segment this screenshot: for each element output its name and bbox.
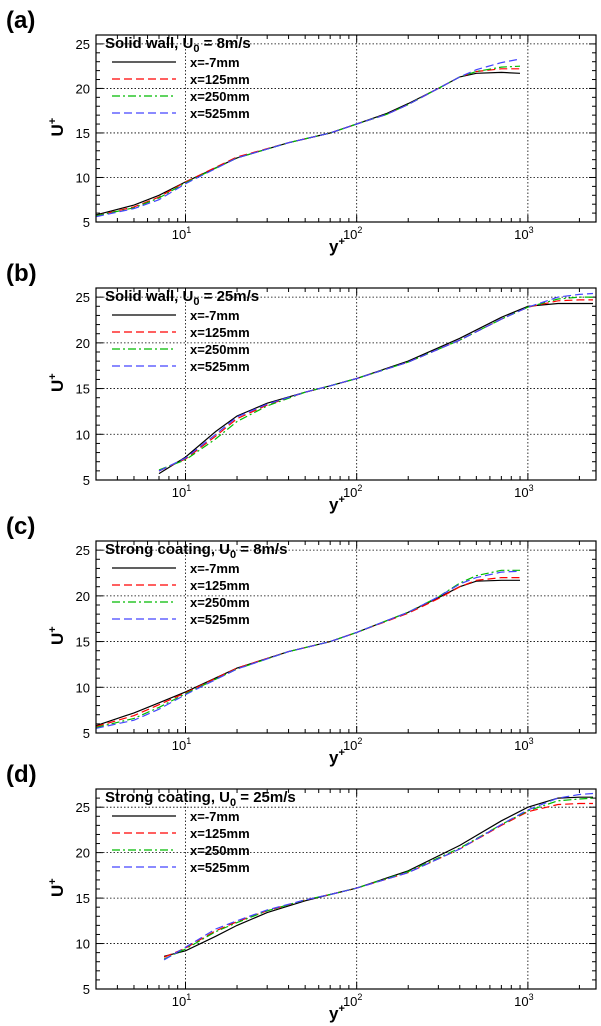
series-line-0 <box>95 71 521 216</box>
plot-frame <box>95 788 597 990</box>
x-tick-label: 102 <box>343 483 362 500</box>
legend-label-3: x=525mm <box>190 106 250 121</box>
y-tick-label: 20 <box>76 589 90 604</box>
panel-label: (c) <box>6 513 35 540</box>
y-tick-label: 5 <box>83 982 90 997</box>
legend-label-3: x=525mm <box>190 860 250 875</box>
panel-label: (b) <box>6 260 37 287</box>
y-tick-label: 10 <box>76 170 90 185</box>
chart-title: Strong coating, U0 = 25m/s <box>105 789 296 809</box>
y-tick-label: 15 <box>76 635 90 650</box>
y-tick-label: 15 <box>76 891 90 906</box>
series-line-2 <box>163 797 594 960</box>
legend-label-1: x=125mm <box>190 826 250 841</box>
y-tick-label: 5 <box>83 473 90 488</box>
x-axis-label: y+ <box>329 1003 345 1023</box>
y-tick-label: 10 <box>76 427 90 442</box>
legend-label-2: x=250mm <box>190 89 250 104</box>
legend-label-0: x=-7mm <box>190 55 240 70</box>
y-tick-label: 25 <box>76 37 90 52</box>
y-axis-label: U+ <box>47 878 67 897</box>
y-tick-label: 20 <box>76 336 90 351</box>
chart-panel-1: 5 10 15 20 25 101 102 103 U+ y+ (b) Solid wall, U0 … <box>6 260 597 514</box>
plot-frame <box>95 34 597 223</box>
chart-title: Solid wall, U0 = 25m/s <box>105 288 259 308</box>
y-tick-label: 5 <box>83 215 90 230</box>
x-tick-label: 103 <box>514 225 533 242</box>
x-axis-label: y+ <box>329 236 345 256</box>
y-axis-label: U+ <box>47 118 67 137</box>
y-axis-label: U+ <box>47 373 67 392</box>
y-tick-label: 10 <box>76 937 90 952</box>
series-line-3 <box>95 570 521 729</box>
x-tick-label: 101 <box>172 483 191 500</box>
x-tick-label: 103 <box>514 736 533 753</box>
panel-label: (d) <box>6 761 37 788</box>
legend-label-3: x=525mm <box>190 359 250 374</box>
y-tick-label: 5 <box>83 726 90 741</box>
legend-label-3: x=525mm <box>190 612 250 627</box>
series-line-2 <box>95 569 520 729</box>
y-tick-label: 15 <box>76 126 90 141</box>
y-tick-label: 20 <box>76 81 90 96</box>
legend-label-1: x=125mm <box>190 72 250 87</box>
plot-frame <box>95 540 597 734</box>
legend-label-1: x=125mm <box>190 325 250 340</box>
x-tick-label: 103 <box>514 483 533 500</box>
chart-title: Solid wall, U0 = 8m/s <box>105 35 251 55</box>
chart-title: Strong coating, U0 = 8m/s <box>105 541 287 561</box>
series-line-3 <box>158 292 594 472</box>
chart-panel-0: 5 10 15 20 25 101 102 103 U+ y+ (a) Solid wall, U0 … <box>6 7 597 256</box>
x-tick-label: 101 <box>172 992 191 1009</box>
y-tick-label: 25 <box>76 290 90 305</box>
y-axis-label: U+ <box>47 626 67 645</box>
legend-label-0: x=-7mm <box>190 809 240 824</box>
x-tick-label: 101 <box>172 225 191 242</box>
legend-label-0: x=-7mm <box>190 561 240 576</box>
x-tick-label: 102 <box>343 992 362 1009</box>
x-axis-label: y+ <box>329 494 345 514</box>
series-line-1 <box>95 68 520 217</box>
y-tick-label: 25 <box>76 800 90 815</box>
legend-label-0: x=-7mm <box>190 308 240 323</box>
y-tick-label: 10 <box>76 680 90 695</box>
x-tick-label: 101 <box>172 736 191 753</box>
chart-panel-3: 5 10 15 20 25 101 102 103 U+ y+ (d) Strong coating,… <box>6 761 597 1023</box>
plot-frame <box>95 287 597 481</box>
y-tick-label: 25 <box>76 543 90 558</box>
series-line-3 <box>95 58 521 218</box>
legend-label-2: x=250mm <box>190 342 250 357</box>
series-line-3 <box>163 792 594 961</box>
x-tick-label: 102 <box>343 225 362 242</box>
y-tick-label: 20 <box>76 846 90 861</box>
legend-label-2: x=250mm <box>190 595 250 610</box>
panel-label: (a) <box>6 7 35 34</box>
legend-label-1: x=125mm <box>190 578 250 593</box>
legend-label-2: x=250mm <box>190 843 250 858</box>
x-tick-label: 103 <box>514 992 533 1009</box>
y-tick-label: 15 <box>76 382 90 397</box>
x-axis-label: y+ <box>329 747 345 767</box>
chart-panel-2: 5 10 15 20 25 101 102 103 U+ y+ (c) Strong coating,… <box>6 513 597 767</box>
series-line-1 <box>95 576 520 728</box>
x-tick-label: 102 <box>343 736 362 753</box>
